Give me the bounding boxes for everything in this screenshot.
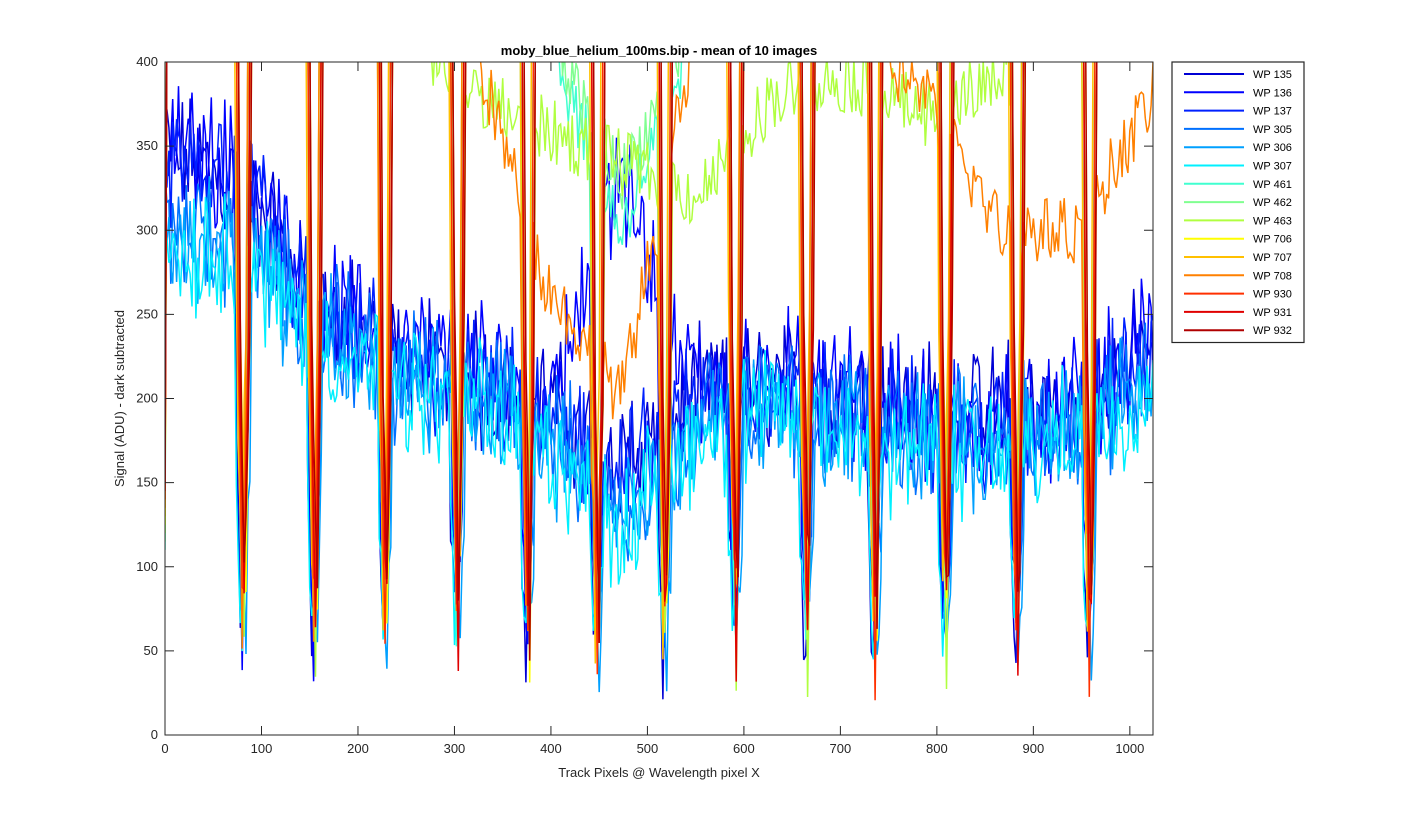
- y-tick-label: 0: [151, 727, 158, 742]
- y-tick-label: 200: [136, 391, 158, 406]
- legend-entry: WP 706: [1253, 234, 1292, 246]
- legend-entry: WP 461: [1253, 179, 1292, 191]
- legend-entry: WP 462: [1253, 197, 1292, 209]
- legend-entry: WP 305: [1253, 124, 1292, 136]
- x-tick-label: 200: [347, 741, 369, 756]
- y-tick-label: 50: [144, 643, 158, 658]
- legend-entry: WP 135: [1253, 69, 1292, 81]
- series-line: [165, 62, 1098, 698]
- axes-layer: 0 100 200 300 400 500 600 700 800 900 1000 0 50 100 15…: [136, 54, 1153, 756]
- x-tick-label: 300: [444, 741, 466, 756]
- x-tick-label: 800: [926, 741, 948, 756]
- legend-entry: WP 137: [1253, 106, 1292, 118]
- legend-entry: WP 307: [1253, 161, 1292, 173]
- series-layer: [165, 62, 1153, 701]
- x-tick-label: 100: [251, 741, 273, 756]
- y-tick-label: 300: [136, 222, 158, 237]
- x-tick-label: 900: [1023, 741, 1045, 756]
- legend-entry: WP 306: [1253, 142, 1292, 154]
- legend-entry: WP 931: [1253, 307, 1292, 319]
- y-axis-label: Signal (ADU) - dark subtracted: [112, 310, 127, 487]
- legend-entry: WP 707: [1253, 252, 1292, 264]
- y-tick-label: 250: [136, 306, 158, 321]
- x-axis-label: Track Pixels @ Wavelength pixel X: [558, 765, 760, 780]
- x-tick-label: 600: [733, 741, 755, 756]
- y-tick-label: 100: [136, 559, 158, 574]
- legend-entry: WP 932: [1253, 325, 1292, 337]
- legend-entry: WP 136: [1253, 87, 1292, 99]
- y-tick-label: 150: [136, 475, 158, 490]
- x-tick-label: 700: [830, 741, 852, 756]
- series-line: [165, 193, 1153, 660]
- y-tick-label: 400: [136, 54, 158, 69]
- x-tick-label: 0: [161, 741, 168, 756]
- chart-title: moby_blue_helium_100ms.bip - mean of 10 …: [501, 43, 817, 58]
- x-tick-label: 500: [637, 741, 659, 756]
- x-tick-label: 400: [540, 741, 562, 756]
- legend-entry: WP 708: [1253, 270, 1292, 282]
- legend: WP 135 WP 136 WP 137 WP 305 WP 306 WP 307 WP 4…: [1171, 61, 1305, 344]
- series-line: [165, 62, 1153, 649]
- legend-entry: WP 930: [1253, 289, 1292, 301]
- x-tick-label: 1000: [1115, 741, 1144, 756]
- y-tick-label: 350: [136, 138, 158, 153]
- legend-entry: WP 463: [1253, 215, 1292, 227]
